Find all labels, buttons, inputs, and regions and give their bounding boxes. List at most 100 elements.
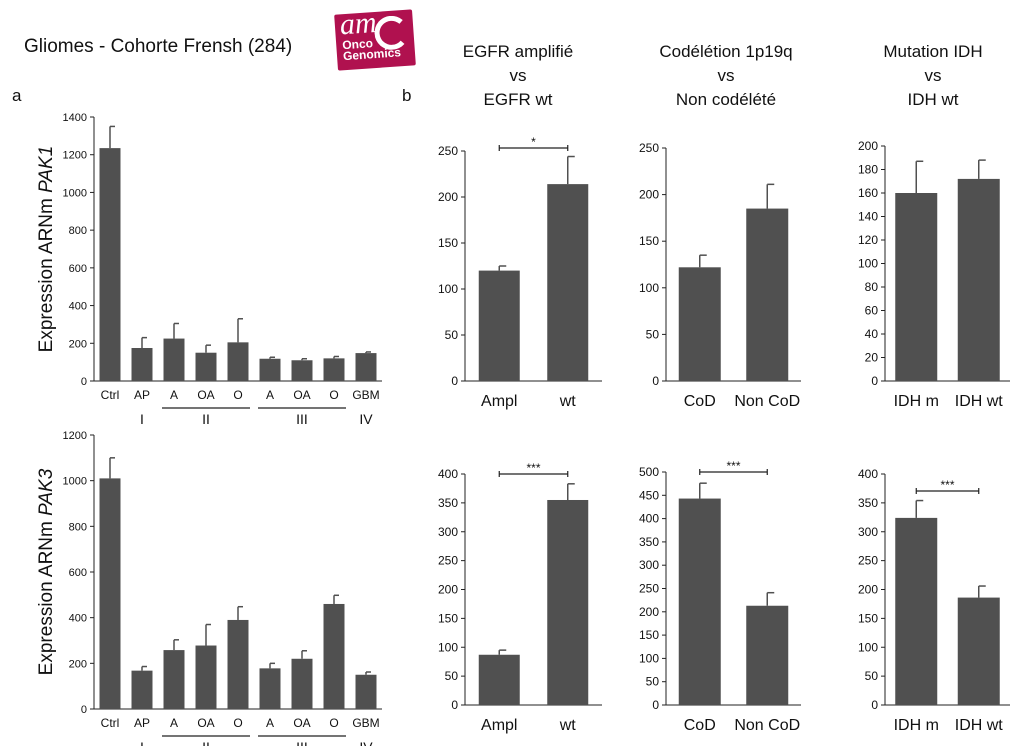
grade-label: I <box>140 739 144 746</box>
y-tick-label: 0 <box>871 374 878 388</box>
bar <box>195 645 217 709</box>
chart-pak3-egfr: 0 50 100 150 200 250 300 350 400 Ampl wt *** <box>438 461 602 734</box>
bar <box>895 517 938 705</box>
y-tick-label: 350 <box>438 496 458 510</box>
y-tick-label: 150 <box>438 611 458 625</box>
y-tick-label: 50 <box>445 669 459 683</box>
y-tick-label: 300 <box>438 525 458 539</box>
y-tick-label: 0 <box>652 698 659 712</box>
category-label: Non CoD <box>734 717 800 734</box>
y-tick-label: 1400 <box>63 112 87 124</box>
bar <box>99 478 121 709</box>
column-header-idh-line3: IDH wt <box>907 90 959 109</box>
y-tick-label: 160 <box>858 186 878 200</box>
bar <box>547 499 589 705</box>
y-tick-label: 100 <box>639 651 659 665</box>
bar <box>259 668 281 709</box>
y-tick-label: 200 <box>639 605 659 619</box>
y-tick-label: 20 <box>865 351 879 365</box>
category-label: Ctrl <box>101 388 120 402</box>
y-tick-label: 800 <box>69 521 87 533</box>
bar <box>478 654 520 705</box>
y-tick-label: 180 <box>858 163 878 177</box>
y-tick-label: 0 <box>652 374 659 388</box>
bar <box>131 670 153 709</box>
category-label: OA <box>197 716 214 730</box>
grade-label: IV <box>359 411 373 427</box>
y-tick-label: 40 <box>865 327 879 341</box>
y-tick-label: 200 <box>438 190 458 204</box>
bar <box>355 674 377 709</box>
y-tick-label: 100 <box>438 282 458 296</box>
category-label: A <box>266 716 274 730</box>
bar <box>355 353 377 381</box>
category-label: IDH m <box>894 393 939 410</box>
chart-pak1-egfr: 0 50 100 150 200 250 Ampl wt * <box>438 135 602 410</box>
bar <box>163 650 185 709</box>
category-label: Non CoD <box>734 393 800 410</box>
y-tick-label: 300 <box>639 558 659 572</box>
column-header-codeletion: Codélétion 1p19q vs Non codélété <box>636 40 816 112</box>
chart-pak1-idh: 0 20 40 60 80 100 120 140 160 180 200 IDH m IDH wt <box>858 139 1010 410</box>
y-tick-label: 100 <box>858 640 878 654</box>
y-tick-label: 120 <box>858 233 878 247</box>
y-tick-label: 250 <box>858 554 878 568</box>
y-tick-label: 400 <box>69 301 87 313</box>
chart-pak1-codel: 0 50 100 150 200 250 CoD Non CoD <box>639 141 801 410</box>
y-tick-label: 50 <box>646 327 660 341</box>
y-tick-label: 600 <box>69 263 87 275</box>
y-tick-label: 200 <box>69 658 87 670</box>
bar <box>227 619 249 709</box>
y-tick-label: 800 <box>69 225 87 237</box>
significance-label: *** <box>940 478 954 492</box>
category-label: O <box>329 716 338 730</box>
category-label: Ctrl <box>101 716 120 730</box>
category-label: O <box>329 388 338 402</box>
bar <box>547 184 589 381</box>
category-label: wt <box>559 717 577 734</box>
column-header-idh-line2: vs <box>924 66 942 85</box>
category-label: A <box>266 388 274 402</box>
y-tick-label: 350 <box>858 496 878 510</box>
category-label: OA <box>293 716 310 730</box>
y-axis-label: Expression ARNm PAK1 <box>36 146 57 353</box>
y-tick-label: 200 <box>639 188 659 202</box>
y-tick-label: 400 <box>438 467 458 481</box>
column-header-codeletion-line1: Codélétion 1p19q <box>659 42 793 61</box>
bar <box>746 208 789 381</box>
chart-pak3-idh: 0 50 100 150 200 250 300 350 400 IDH m IDH wt *** <box>858 467 1010 734</box>
y-tick-label: 350 <box>639 535 659 549</box>
bar <box>957 597 1000 705</box>
column-header-codeletion-line2: vs <box>717 66 735 85</box>
bar <box>957 178 1000 381</box>
y-tick-label: 60 <box>865 304 879 318</box>
category-label: CoD <box>684 393 716 410</box>
bar <box>291 658 313 709</box>
category-label: wt <box>559 393 577 410</box>
category-label: OA <box>293 388 310 402</box>
y-tick-label: 200 <box>858 583 878 597</box>
y-tick-label: 250 <box>438 554 458 568</box>
panel-b-label: b <box>402 86 412 105</box>
y-tick-label: 400 <box>858 467 878 481</box>
column-header-idh: Mutation IDH vs IDH wt <box>858 40 1008 112</box>
y-tick-label: 0 <box>81 704 87 716</box>
y-tick-label: 450 <box>639 488 659 502</box>
y-tick-label: 500 <box>639 465 659 479</box>
figure-title: Gliomes - Cohorte Frensh (284) <box>24 36 293 57</box>
grade-label: III <box>296 411 308 427</box>
category-label: IDH wt <box>955 393 1004 410</box>
column-header-codeletion-line3: Non codélété <box>675 90 777 109</box>
grade-label: III <box>296 739 308 746</box>
bar <box>131 348 153 381</box>
y-tick-label: 100 <box>858 257 878 271</box>
y-tick-label: 150 <box>858 611 878 625</box>
y-tick-label: 150 <box>438 236 458 250</box>
y-tick-label: 0 <box>451 374 458 388</box>
bar <box>323 603 345 709</box>
bar <box>259 358 281 381</box>
bar <box>746 605 789 705</box>
panel-a-label: a <box>12 86 22 105</box>
